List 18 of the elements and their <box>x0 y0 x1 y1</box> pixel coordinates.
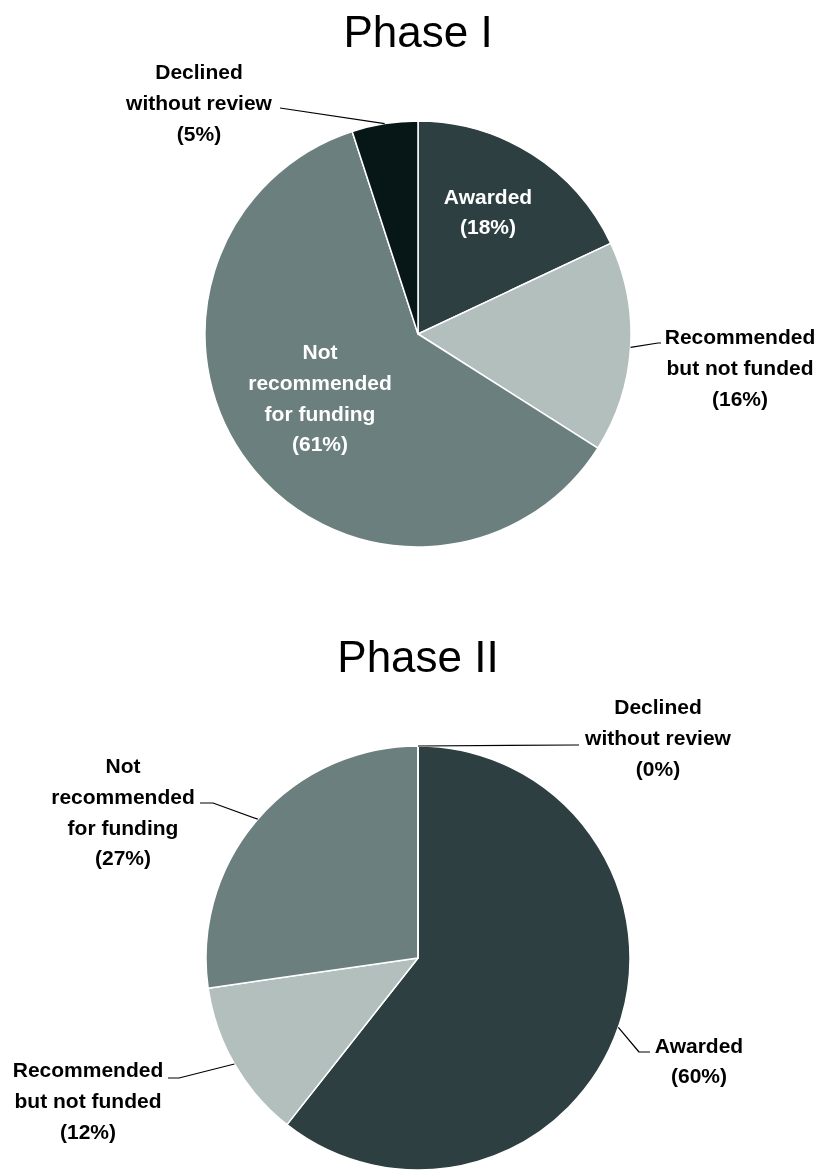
slice-label: Not recommended for funding <box>248 339 392 424</box>
data-label: (18%) <box>459 215 517 238</box>
text: (0%) <box>635 756 681 780</box>
slice-label: Recommended but not funded <box>12 1057 164 1112</box>
data-label: (12%) <box>59 1119 117 1143</box>
slice-label: Awarded <box>654 1033 744 1056</box>
data-label: (60%) <box>670 1064 728 1087</box>
slice-label: Awarded <box>443 184 533 207</box>
slice-label: Recommended but not funded <box>664 324 816 379</box>
chart-title: Phase II <box>337 632 499 681</box>
slice-label: Declined without review <box>125 59 273 114</box>
category-label: Declined without review <box>585 694 731 749</box>
data-label: (27%) <box>94 846 152 869</box>
data-label: (5%) <box>176 121 222 145</box>
slice-label: Not recommended for funding <box>51 753 195 838</box>
data-label: (16%) <box>711 386 769 410</box>
data-label: (61%) <box>291 432 349 455</box>
chart-title: Phase I <box>343 7 493 56</box>
